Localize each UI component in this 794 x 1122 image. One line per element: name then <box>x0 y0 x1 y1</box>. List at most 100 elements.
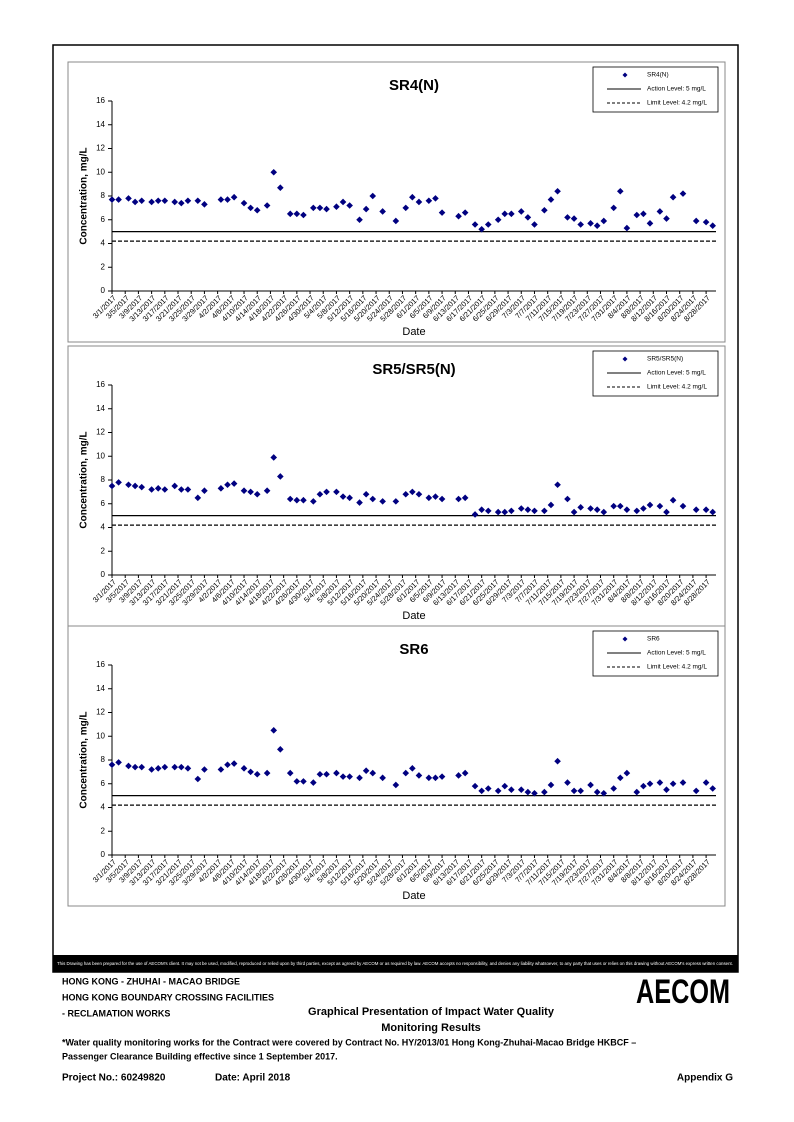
data-point <box>564 214 571 221</box>
data-point <box>194 494 202 502</box>
data-point <box>508 210 515 218</box>
y-tick-label: 10 <box>96 167 105 176</box>
data-point <box>379 774 386 782</box>
data-point <box>484 785 492 792</box>
data-point <box>547 501 555 509</box>
data-point <box>346 773 353 780</box>
data-point <box>125 195 132 202</box>
data-point <box>415 198 423 206</box>
data-point <box>547 781 555 789</box>
data-point <box>709 508 716 516</box>
data-point <box>679 190 687 197</box>
data-point <box>161 486 169 493</box>
data-point <box>230 193 238 201</box>
data-point <box>633 788 641 796</box>
data-point <box>554 187 561 195</box>
y-tick-label: 4 <box>101 523 106 532</box>
data-point <box>201 766 208 773</box>
data-point <box>131 482 139 490</box>
data-point <box>277 746 284 753</box>
data-point <box>494 787 502 795</box>
y-tick-label: 6 <box>101 215 106 224</box>
data-point <box>316 204 324 212</box>
data-point <box>300 211 307 219</box>
data-point <box>184 765 192 772</box>
data-point <box>702 218 710 226</box>
data-point <box>286 769 294 777</box>
data-point <box>438 495 446 503</box>
data-point <box>356 774 363 782</box>
data-point <box>138 197 146 205</box>
note: Passenger Clearance Building effective s… <box>62 1051 338 1061</box>
data-point <box>593 506 601 513</box>
data-point <box>333 203 340 210</box>
data-point <box>224 761 231 769</box>
y-tick-label: 2 <box>101 546 106 555</box>
data-point <box>570 508 578 516</box>
data-point <box>369 769 377 777</box>
y-axis-label: Concentration, mg/L <box>79 711 90 808</box>
data-point <box>471 782 479 790</box>
data-point <box>593 788 601 796</box>
data-point <box>270 454 278 461</box>
data-point <box>247 488 254 496</box>
data-point <box>131 198 139 206</box>
data-point <box>316 490 324 498</box>
data-point <box>253 770 261 778</box>
data-point <box>508 786 515 793</box>
data-point <box>356 499 363 506</box>
data-point <box>461 494 469 502</box>
data-point <box>610 204 617 212</box>
legend-label: Action Level: 5 mg/L <box>647 370 706 377</box>
data-point <box>402 204 410 212</box>
data-point <box>471 221 479 228</box>
data-point <box>138 763 146 771</box>
data-point <box>138 483 146 491</box>
data-point <box>161 763 169 771</box>
data-point <box>616 502 624 510</box>
legend-label: SR6 <box>647 636 660 643</box>
data-point <box>425 197 433 205</box>
data-point <box>616 187 624 195</box>
data-point <box>217 485 225 492</box>
data-point <box>656 208 664 215</box>
data-point <box>194 197 202 205</box>
data-point <box>178 763 185 771</box>
data-point <box>610 502 617 510</box>
data-point <box>379 208 386 215</box>
date: Date: April 2018 <box>215 1073 291 1084</box>
data-point <box>247 768 254 776</box>
data-point <box>115 196 122 203</box>
data-point <box>339 493 347 500</box>
data-point <box>240 765 248 772</box>
data-point <box>316 770 324 778</box>
data-point <box>679 502 687 510</box>
y-tick-label: 14 <box>96 120 105 129</box>
y-tick-label: 14 <box>96 684 105 693</box>
legend-label: Limit Level: 4.2 mg/L <box>647 100 707 107</box>
data-point <box>600 789 608 797</box>
data-point <box>633 507 641 515</box>
appendix: Appendix G <box>677 1073 733 1084</box>
data-point <box>709 785 716 792</box>
y-tick-label: 16 <box>96 96 105 105</box>
data-point <box>224 481 231 489</box>
y-tick-label: 10 <box>96 451 105 460</box>
data-point <box>131 763 139 771</box>
data-point <box>409 193 416 201</box>
y-tick-label: 12 <box>96 708 105 717</box>
y-tick-label: 0 <box>101 286 106 295</box>
data-point <box>646 780 654 788</box>
data-point <box>178 199 185 207</box>
data-point <box>293 778 301 785</box>
data-point <box>432 774 439 782</box>
legend-marker <box>622 356 628 362</box>
data-point <box>600 217 608 225</box>
data-point <box>656 779 664 786</box>
data-point <box>217 766 225 773</box>
data-point <box>432 195 439 202</box>
data-point <box>455 212 462 220</box>
data-point <box>587 781 594 789</box>
chart-title: SR5/SR5(N) <box>372 361 455 378</box>
